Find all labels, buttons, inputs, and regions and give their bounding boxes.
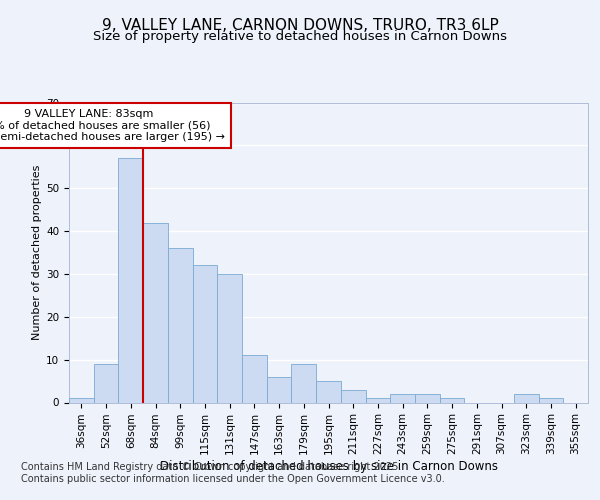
Bar <box>365 398 390 402</box>
X-axis label: Distribution of detached houses by size in Carnon Downs: Distribution of detached houses by size … <box>160 460 497 473</box>
Bar <box>415 394 440 402</box>
Bar <box>341 390 365 402</box>
Bar <box>118 158 143 402</box>
Bar <box>514 394 539 402</box>
Text: Size of property relative to detached houses in Carnon Downs: Size of property relative to detached ho… <box>93 30 507 43</box>
Bar <box>316 381 341 402</box>
Text: 9, VALLEY LANE, CARNON DOWNS, TRURO, TR3 6LP: 9, VALLEY LANE, CARNON DOWNS, TRURO, TR3… <box>101 18 499 32</box>
Bar <box>217 274 242 402</box>
Text: 9 VALLEY LANE: 83sqm
← 22% of detached houses are smaller (56)
78% of semi-detac: 9 VALLEY LANE: 83sqm ← 22% of detached h… <box>0 109 225 142</box>
Bar <box>539 398 563 402</box>
Bar <box>390 394 415 402</box>
Bar <box>69 398 94 402</box>
Text: Contains HM Land Registry data © Crown copyright and database right 2025.: Contains HM Land Registry data © Crown c… <box>21 462 401 472</box>
Y-axis label: Number of detached properties: Number of detached properties <box>32 165 42 340</box>
Text: Contains public sector information licensed under the Open Government Licence v3: Contains public sector information licen… <box>21 474 445 484</box>
Bar <box>193 266 217 402</box>
Bar <box>440 398 464 402</box>
Bar <box>143 222 168 402</box>
Bar <box>94 364 118 403</box>
Bar <box>242 356 267 403</box>
Bar <box>168 248 193 402</box>
Bar <box>292 364 316 403</box>
Bar <box>267 377 292 402</box>
